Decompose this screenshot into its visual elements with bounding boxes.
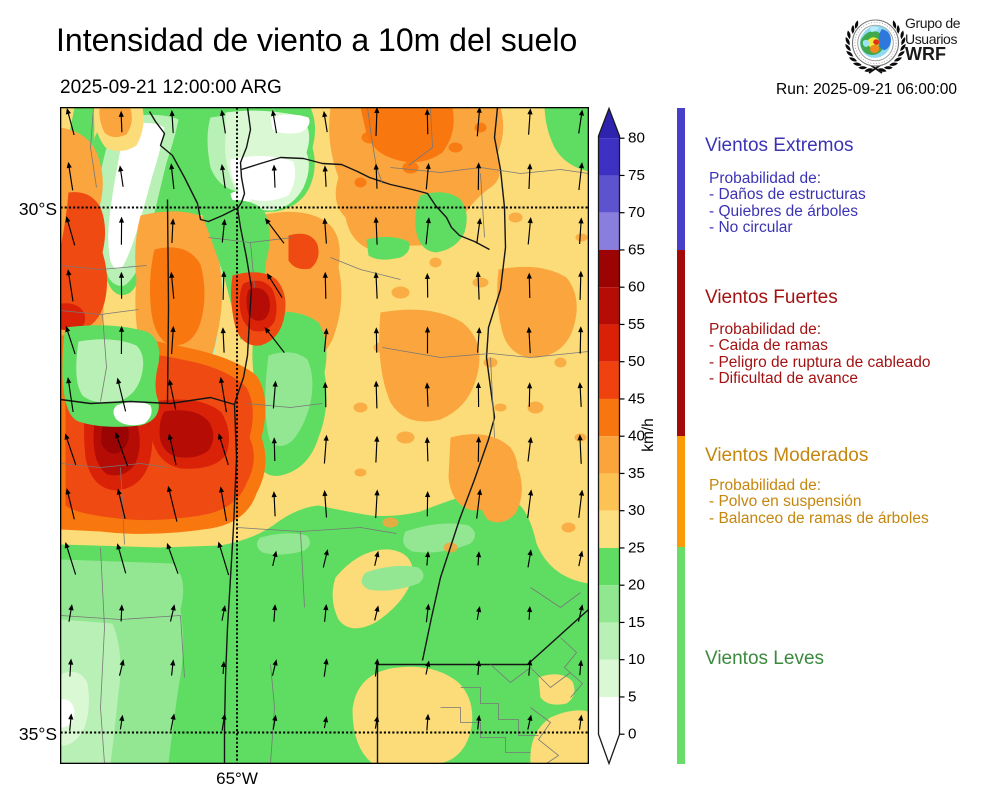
svg-text:60: 60 [628,279,645,296]
svg-text:75: 75 [628,167,645,184]
svg-text:25: 25 [628,539,645,556]
svg-text:30: 30 [628,502,645,519]
svg-text:45: 45 [628,390,645,407]
svg-text:0: 0 [628,726,636,743]
svg-text:35: 35 [628,465,645,482]
svg-text:10: 10 [628,651,645,668]
svg-text:55: 55 [628,316,645,333]
svg-text:20: 20 [628,577,645,594]
svg-text:70: 70 [628,204,645,221]
svg-text:km/h: km/h [640,418,657,452]
svg-text:50: 50 [628,353,645,370]
svg-text:65: 65 [628,241,645,258]
svg-text:80: 80 [628,130,645,147]
svg-text:40: 40 [628,428,645,445]
svg-text:15: 15 [628,614,645,631]
svg-text:5: 5 [628,688,636,705]
